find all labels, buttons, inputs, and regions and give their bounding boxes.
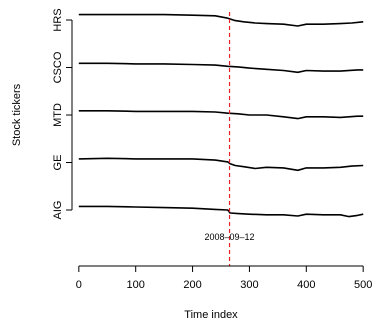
series-line-ge bbox=[78, 157, 364, 172]
y-axis-title: Stock tickers bbox=[11, 83, 23, 146]
x-tick-label: 400 bbox=[297, 279, 315, 291]
y-tick-label-csco: CSCO bbox=[52, 51, 64, 83]
x-tick-label: 300 bbox=[240, 279, 258, 291]
x-tick-label: 100 bbox=[127, 279, 145, 291]
y-tick-label-hrs: HRS bbox=[52, 8, 64, 31]
plot-area bbox=[78, 12, 364, 266]
series-line-mtd bbox=[78, 110, 364, 120]
series-line-aig bbox=[78, 205, 364, 218]
x-tick-label: 200 bbox=[183, 279, 201, 291]
axes: 0 100 200 300 400 500 AIG GE MTD CSCO HRS bbox=[52, 8, 372, 291]
x-tick-label: 0 bbox=[76, 279, 82, 291]
x-axis-title: Time index bbox=[184, 309, 238, 321]
y-tick-label-aig: AIG bbox=[52, 201, 64, 220]
x-tick-label: 500 bbox=[354, 279, 372, 291]
series-line-csco bbox=[78, 62, 364, 74]
series-line-hrs bbox=[78, 13, 364, 27]
y-tick-label-ge: GE bbox=[52, 155, 64, 171]
y-tick-label-mtd: MTD bbox=[52, 103, 64, 127]
event-label: 2008–09–12 bbox=[204, 232, 254, 242]
